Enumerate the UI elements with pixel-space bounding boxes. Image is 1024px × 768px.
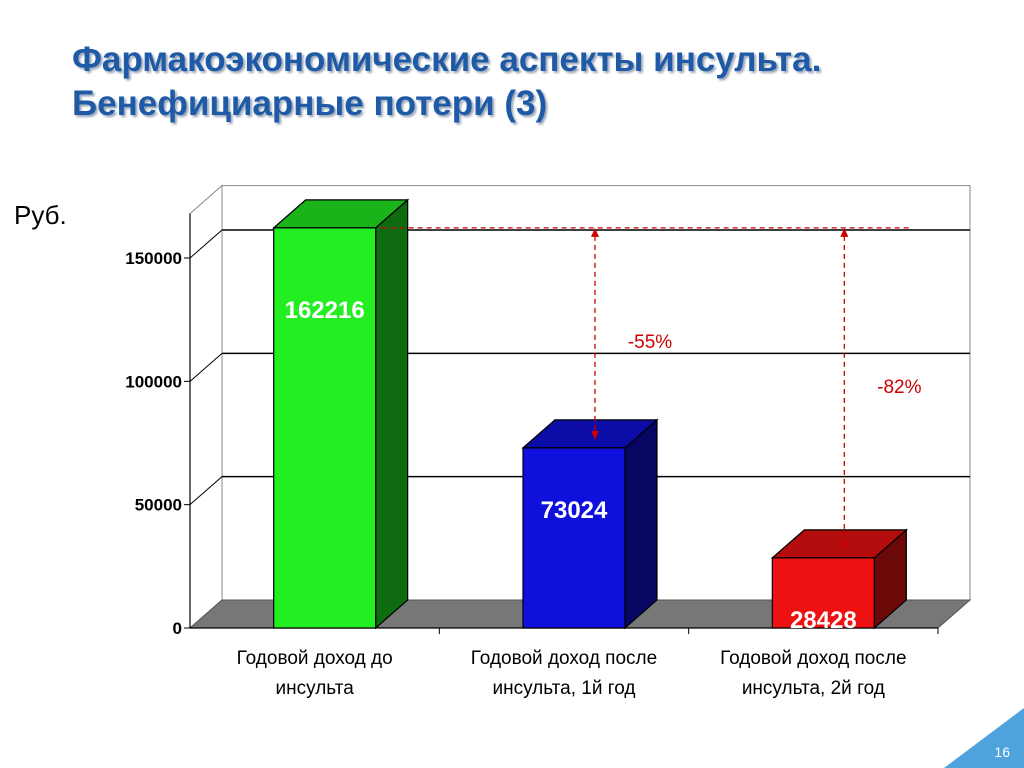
bar-side [375, 198, 409, 630]
x-tick-label: Годовой доход после [471, 648, 657, 669]
arrow-head-up [840, 227, 849, 237]
corner-decoration [944, 708, 1024, 768]
gridline-side [189, 476, 223, 506]
y-axis-unit-label: Руб. [14, 200, 67, 230]
bar-front [273, 227, 377, 629]
arrow-head-down [591, 430, 599, 440]
x-tick-label: Годовой доход после [720, 648, 906, 669]
page-number: 16 [994, 744, 1010, 760]
x-tick-label: инсульта, 2й год [742, 678, 885, 699]
slide-title-line-2: Бенефициарные потери (3) [72, 84, 548, 123]
bar-side [624, 418, 658, 630]
gridline-side [189, 229, 223, 259]
x-tick-label: Годовой доход до [237, 648, 393, 669]
slide-title: Фармакоэкономические аспекты инсульта. Б… [72, 38, 972, 126]
bar-3 [770, 528, 908, 630]
chart-side-wall [189, 184, 223, 630]
bar-value-label: 28428 [790, 607, 857, 634]
slide-title-line-1: Фармакоэкономические аспекты инсульта. [72, 40, 822, 79]
bar-value-label: 162216 [285, 297, 365, 324]
bar-front [771, 557, 875, 629]
gridline-side [189, 352, 223, 382]
y-tick-label: 0 [173, 619, 182, 638]
y-tick-label: 50000 [135, 496, 182, 515]
x-tick-label: инсульта [276, 678, 355, 699]
annotation-label: -55% [628, 332, 672, 353]
bar-front [522, 447, 626, 629]
annotation-arrow-1 [591, 227, 599, 440]
arrow-head-up [591, 227, 599, 237]
bar-2 [521, 418, 659, 630]
y-tick-label: 100000 [125, 372, 182, 391]
bar-value-label: 73024 [541, 497, 608, 524]
x-tick-label: инсульта, 1й год [492, 678, 635, 699]
annotation-label: -82% [877, 377, 921, 398]
bar-1 [272, 198, 410, 630]
arrow-head-down [840, 540, 849, 550]
y-tick-label: 150000 [125, 249, 182, 268]
annotation-arrow-2 [840, 227, 849, 550]
